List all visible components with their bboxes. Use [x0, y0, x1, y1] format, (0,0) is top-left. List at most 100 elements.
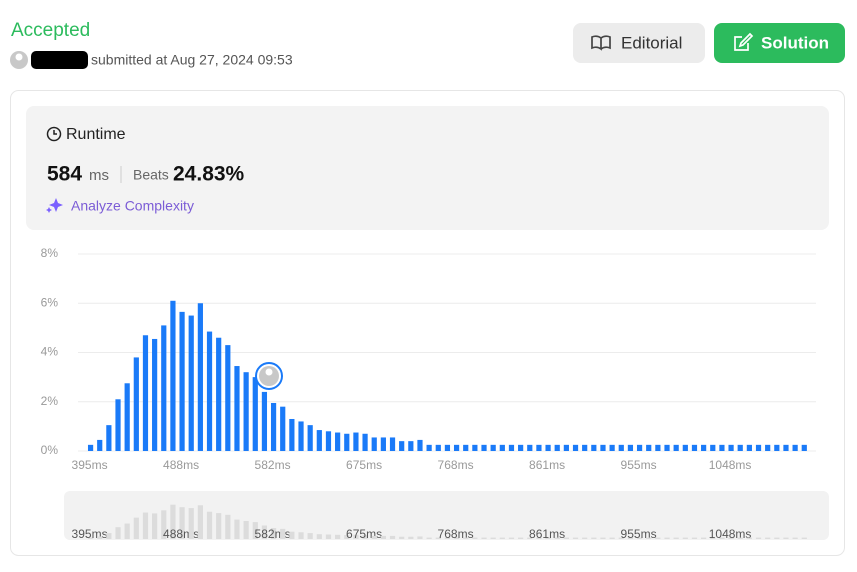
bar	[774, 537, 780, 539]
bar	[325, 431, 332, 451]
bar	[563, 444, 569, 451]
runtime-panel	[26, 106, 829, 230]
x-tick-label: 1048ms	[709, 458, 752, 472]
bar	[371, 535, 377, 539]
editorial-button[interactable]: Editorial	[573, 23, 705, 63]
bar	[152, 338, 158, 451]
bar	[463, 444, 469, 451]
x-tick-label: 768ms	[438, 458, 474, 472]
analyze-link[interactable]: Analyze Complexity	[71, 198, 194, 214]
bar	[582, 537, 588, 539]
bar	[161, 510, 167, 539]
bar	[673, 444, 679, 451]
marker-avatar	[259, 366, 279, 386]
bar	[463, 537, 469, 539]
bar	[335, 432, 341, 451]
bar	[765, 537, 771, 539]
bar	[344, 433, 350, 451]
bar	[399, 536, 405, 539]
solution-button[interactable]: Solution	[714, 23, 845, 63]
bar	[609, 537, 615, 539]
bar	[289, 418, 295, 451]
bar	[270, 528, 277, 539]
bar	[307, 425, 313, 451]
bar	[435, 537, 441, 539]
bar	[563, 537, 569, 539]
bar	[252, 377, 258, 451]
y-tick-label: 0%	[41, 443, 59, 457]
bar	[261, 391, 268, 451]
bar	[801, 444, 807, 451]
bar	[453, 444, 460, 451]
bar	[472, 537, 478, 539]
bar	[298, 421, 304, 451]
bar	[206, 331, 213, 451]
bar	[673, 537, 679, 539]
bar	[664, 537, 670, 539]
bar	[362, 535, 368, 539]
x-tick-label: 861ms	[529, 458, 565, 472]
bar	[591, 444, 597, 451]
bar	[636, 537, 643, 539]
bar	[572, 444, 579, 451]
bar	[124, 383, 130, 451]
bar	[728, 537, 734, 539]
bar	[655, 444, 661, 451]
bar	[216, 513, 222, 539]
bar	[755, 537, 762, 539]
bar	[152, 513, 158, 539]
bar	[499, 537, 505, 539]
bar	[792, 444, 798, 451]
bar	[636, 444, 643, 451]
bar	[600, 537, 606, 539]
mini-chart: 395ms 488ms 582ms 675ms 768ms 861ms 955ms 1048m…	[72, 504, 807, 541]
bar	[719, 444, 725, 451]
bar	[380, 535, 386, 539]
bar	[87, 537, 94, 539]
bar	[417, 439, 423, 451]
bar	[453, 537, 460, 539]
bar	[783, 537, 789, 539]
x-tick-label: 488ms	[163, 458, 199, 472]
bar	[572, 537, 579, 539]
bar	[261, 525, 268, 539]
bar	[691, 537, 698, 539]
bar	[545, 537, 551, 539]
beats-value: 24.83%	[173, 163, 245, 186]
bar	[280, 406, 286, 451]
runtime-unit: ms	[89, 167, 109, 184]
bar	[280, 528, 286, 539]
bar	[426, 444, 432, 451]
bar	[243, 521, 249, 539]
button-bg	[573, 23, 705, 63]
bar	[518, 537, 524, 539]
y-tick-label: 8%	[41, 246, 59, 260]
bar	[234, 366, 240, 451]
mini-x-tick-label: 768ms	[438, 527, 474, 541]
bar	[179, 311, 185, 451]
bar	[783, 444, 789, 451]
button-label: Solution	[761, 33, 829, 52]
bar	[97, 439, 103, 451]
bar	[618, 537, 624, 539]
bar	[801, 537, 807, 539]
bar	[527, 444, 533, 451]
bar	[490, 444, 496, 451]
bar	[380, 437, 386, 451]
bar	[133, 517, 139, 539]
bar	[307, 533, 313, 539]
x-tick-label: 582ms	[255, 458, 291, 472]
mini-x-tick-label: 1048ms	[709, 527, 752, 541]
bar	[701, 444, 707, 451]
bar	[316, 430, 322, 451]
clock-hands	[53, 130, 57, 135]
mini-x-tick-label: 395ms	[72, 527, 108, 541]
x-tick-label: 675ms	[346, 458, 382, 472]
bar	[536, 537, 542, 539]
bar	[417, 536, 423, 539]
bar	[389, 535, 396, 539]
book-icon	[591, 35, 611, 51]
bar	[289, 531, 295, 539]
edit-icon	[734, 32, 754, 51]
